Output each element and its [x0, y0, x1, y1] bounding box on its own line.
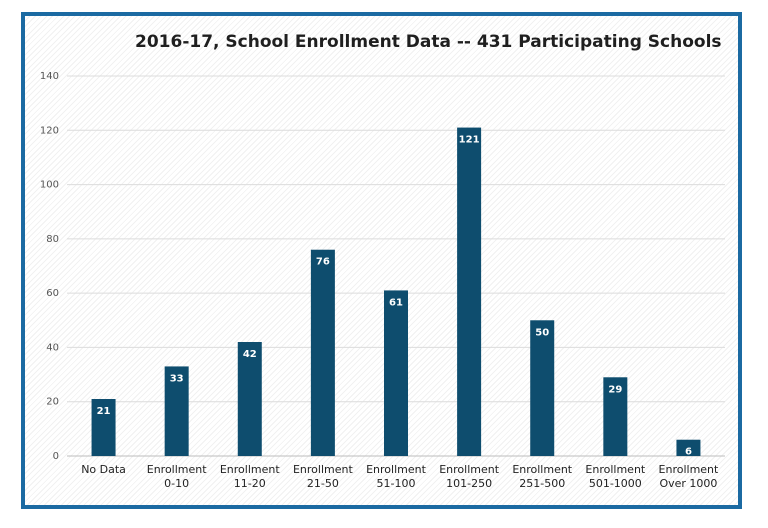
x-tick-label: 21-50 [307, 477, 339, 490]
x-tick-label: Enrollment [585, 463, 645, 476]
data-label: 61 [389, 297, 403, 308]
x-tick-label: Enrollment [366, 463, 426, 476]
x-tick-label: Enrollment [147, 463, 207, 476]
y-tick-label: 40 [46, 342, 59, 353]
bar [91, 399, 116, 456]
bar [384, 290, 408, 456]
bar [237, 342, 262, 456]
data-label: 121 [459, 135, 480, 146]
x-tick-label: Enrollment [659, 463, 719, 476]
y-tick-label: 60 [46, 288, 59, 299]
x-tick-label: 0-10 [164, 477, 189, 490]
chart-title: 2016-17, School Enrollment Data -- 431 P… [135, 32, 722, 52]
bar [164, 366, 189, 456]
x-tick-label: 11-20 [234, 477, 266, 490]
y-tick-label: 80 [46, 234, 59, 245]
y-tick-label: 140 [40, 71, 59, 82]
data-label: 29 [608, 384, 622, 395]
x-tick-label: Enrollment [439, 463, 499, 476]
bar [457, 127, 482, 457]
x-tick-label: 251-500 [519, 477, 565, 490]
y-tick-label: 20 [46, 397, 59, 408]
x-tick-label: 51-100 [377, 477, 416, 490]
x-tick-label: 501-1000 [589, 477, 642, 490]
data-label: 76 [316, 257, 330, 268]
y-tick-label: 0 [53, 451, 59, 462]
x-tick-label: Enrollment [293, 463, 353, 476]
bar [676, 439, 701, 456]
data-label: 21 [97, 406, 111, 417]
data-label: 50 [535, 327, 549, 338]
x-tick-label: Enrollment [220, 463, 280, 476]
bar [530, 320, 555, 456]
x-tick-label: Over 1000 [659, 477, 717, 490]
bar [310, 249, 335, 456]
y-tick-label: 120 [40, 125, 59, 136]
bar [603, 377, 628, 456]
chart-frame: 2016-17, School Enrollment Data -- 431 P… [21, 12, 742, 509]
x-tick-label: 101-250 [446, 477, 492, 490]
x-tick-label: Enrollment [512, 463, 572, 476]
data-label: 33 [170, 373, 184, 384]
data-label: 6 [685, 447, 692, 458]
data-label: 42 [243, 349, 257, 360]
x-tick-label: No Data [81, 463, 126, 476]
y-tick-label: 100 [40, 180, 59, 191]
